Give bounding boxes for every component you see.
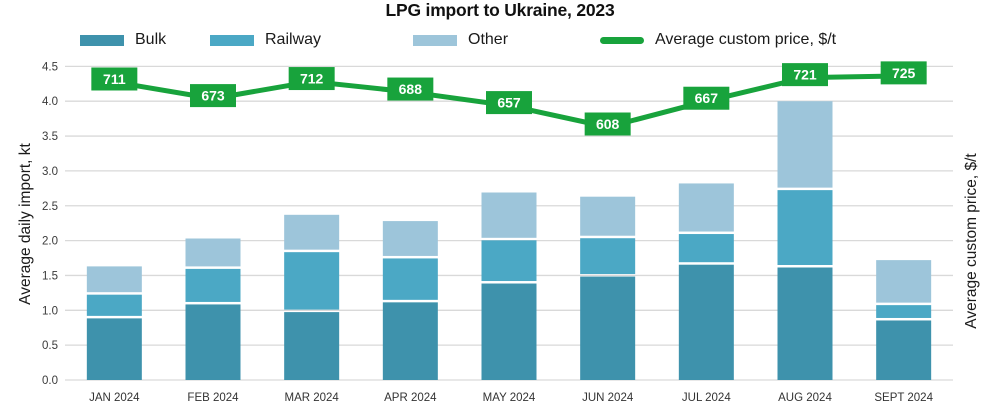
other-swatch-icon xyxy=(413,34,457,46)
price-label-box xyxy=(91,67,138,91)
price-label: 673 xyxy=(201,88,225,104)
x-axis-tick-label: JAN 2024 xyxy=(89,392,140,404)
bar-segment-other xyxy=(481,192,537,238)
bar-segment-other xyxy=(777,101,833,188)
y-axis-tick-label: 2.5 xyxy=(42,201,58,213)
bar-segment-railway xyxy=(876,305,932,318)
x-axis-tick-label: MAY 2024 xyxy=(483,392,536,404)
bar-segment-other xyxy=(580,196,636,236)
bar-segment-bulk xyxy=(382,302,438,380)
price-label: 725 xyxy=(892,65,916,81)
y-axis-tick-label: 1.0 xyxy=(42,305,58,317)
y-axis-tick-label: 0.5 xyxy=(42,340,58,352)
price-label-box xyxy=(288,67,335,91)
price-label: 712 xyxy=(300,71,324,87)
price-label: 657 xyxy=(497,95,521,111)
y-axis-tick-label: 3.0 xyxy=(42,166,58,178)
y-axis-label-right: Average custom price, $/t xyxy=(963,153,980,329)
y-axis-label-left: Average daily import, kt xyxy=(17,143,34,305)
bar-segment-railway xyxy=(580,238,636,275)
bar-segment-other xyxy=(284,214,340,250)
legend-item-railway: Railway xyxy=(210,30,321,50)
bar-segment-railway xyxy=(777,190,833,265)
x-axis-tick-label: MAR 2024 xyxy=(284,392,339,404)
bar-segment-other xyxy=(382,221,438,256)
price-label-box xyxy=(683,86,730,110)
legend-label: Bulk xyxy=(135,31,167,48)
y-axis-tick-label: 3.5 xyxy=(42,131,58,143)
y-axis-tick-label: 4.5 xyxy=(42,61,58,73)
bar-segment-other xyxy=(876,260,932,303)
legend-label: Other xyxy=(468,31,509,48)
price-label: 711 xyxy=(103,71,126,87)
bar-segment-other xyxy=(678,183,734,232)
price-label: 721 xyxy=(793,67,817,83)
railway-swatch-icon xyxy=(210,34,254,46)
price-label-box xyxy=(880,61,927,85)
bar-segment-bulk xyxy=(185,304,241,380)
x-axis-tick-label: SEPT 2024 xyxy=(874,392,933,404)
price-label: 608 xyxy=(596,116,620,132)
y-axis-tick-label: 1.5 xyxy=(42,270,58,282)
bar-segment-bulk xyxy=(284,312,340,380)
legend-item-bulk: Bulk xyxy=(80,30,166,50)
x-axis-tick-label: JUL 2024 xyxy=(682,392,731,404)
x-axis-tick-label: FEB 2024 xyxy=(187,392,239,404)
x-axis-tick-label: JUN 2024 xyxy=(582,392,634,404)
bar-segment-bulk xyxy=(86,318,142,380)
price-label-box xyxy=(584,112,631,136)
x-axis-tick-label: APR 2024 xyxy=(384,392,437,404)
price-label-box xyxy=(387,77,434,101)
y-axis-tick-label: 4.0 xyxy=(42,96,58,108)
price-line-swatch-icon xyxy=(600,36,644,44)
x-axis-tick-label: AUG 2024 xyxy=(778,392,832,404)
price-label: 688 xyxy=(399,81,423,97)
bulk-swatch-icon xyxy=(80,34,124,46)
y-axis-tick-label: 0.0 xyxy=(42,375,58,387)
bar-segment-railway xyxy=(284,252,340,310)
price-label-box xyxy=(782,63,828,87)
bar-segment-other xyxy=(185,238,241,267)
bar-segment-bulk xyxy=(777,267,833,380)
bar-segment-railway xyxy=(481,240,537,282)
bar-segment-bulk xyxy=(876,320,932,380)
legend-label: Average custom price, $/t xyxy=(655,31,837,48)
bar-segment-railway xyxy=(382,258,438,300)
y-axis-tick-label: 2.0 xyxy=(42,236,58,248)
legend-item-other: Other xyxy=(413,30,508,50)
bar-segment-other xyxy=(86,266,142,293)
bar-segment-railway xyxy=(185,268,241,302)
bar-segment-railway xyxy=(86,294,142,316)
legend-label: Railway xyxy=(265,31,322,48)
bar-segment-bulk xyxy=(481,283,537,380)
bar-segment-railway xyxy=(678,234,734,263)
price-label-box xyxy=(486,91,532,115)
bar-segment-bulk xyxy=(678,264,734,380)
bar-segment-bulk xyxy=(580,276,636,380)
price-label: 667 xyxy=(695,90,719,106)
price-label-box xyxy=(190,84,236,108)
legend-item-average-price: Average custom price, $/t xyxy=(600,30,836,50)
chart-title: LPG import to Ukraine, 2023 xyxy=(385,0,615,20)
